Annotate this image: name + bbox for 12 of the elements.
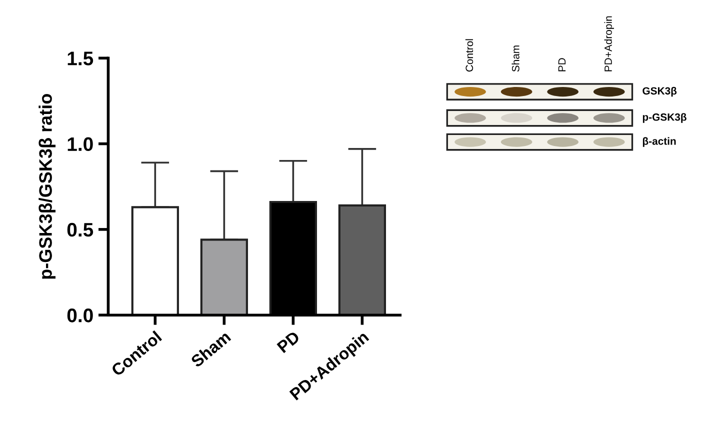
text: Sham bbox=[512, 46, 520, 72]
text: PD bbox=[558, 58, 566, 72]
y-tick-label: 1.5 bbox=[68, 52, 94, 66]
y-tick-label: 0.0 bbox=[67, 308, 93, 322]
y-axis-title: p-GSK3β/GSK3β ratio bbox=[38, 94, 56, 279]
text: Control bbox=[465, 39, 474, 72]
y-tick-label: 1.0 bbox=[68, 137, 93, 152]
y-tick-label: 0.5 bbox=[67, 222, 94, 237]
text: PD+Adropin bbox=[604, 16, 614, 72]
text: p-GSK3β bbox=[642, 113, 686, 123]
text: β-actin bbox=[642, 137, 676, 147]
text: GSK3β bbox=[642, 86, 677, 97]
